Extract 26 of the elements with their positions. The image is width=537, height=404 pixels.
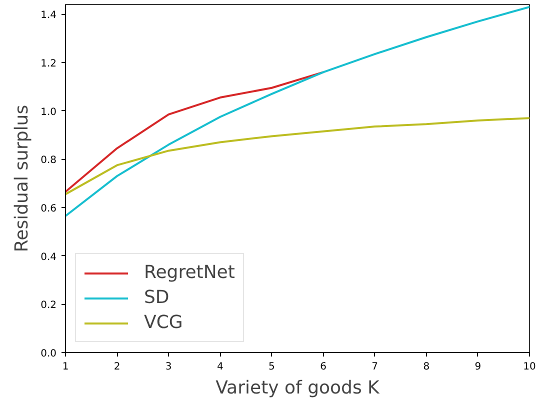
legend-label: SD [144, 287, 170, 308]
x-tick-label: 9 [474, 362, 482, 372]
legend-label: VCG [144, 312, 183, 333]
x-tick-label: 5 [268, 362, 275, 372]
x-tick-label: 6 [320, 362, 326, 372]
x-tick-label: 2 [114, 362, 120, 372]
x-tick-label: 3 [165, 362, 172, 372]
y-tick-label: 1.2 [40, 58, 57, 70]
line-series [66, 6, 530, 217]
x-tick-label: 4 [216, 362, 224, 372]
y-tick-label: 0.4 [40, 252, 57, 263]
legend-label: RegretNet [144, 262, 235, 283]
y-tick-label: 1.4 [40, 10, 57, 22]
y-tick-label: 1.0 [40, 106, 57, 118]
y-axis-title: Residual surplus [12, 104, 33, 252]
line-series [66, 117, 530, 196]
y-tick-label: 0.8 [40, 155, 57, 166]
x-tick-label: 7 [372, 362, 378, 372]
x-tick-label: 8 [423, 362, 430, 372]
line-series [66, 71, 324, 193]
x-tick-label: 10 [523, 362, 536, 372]
x-axis-title: Variety of goods K [216, 378, 381, 398]
y-tick-label: 0.0 [40, 348, 57, 360]
x-tick-label: 1 [62, 362, 69, 372]
y-tick-label: 0.2 [40, 300, 57, 312]
y-tick-label: 0.6 [40, 204, 57, 214]
